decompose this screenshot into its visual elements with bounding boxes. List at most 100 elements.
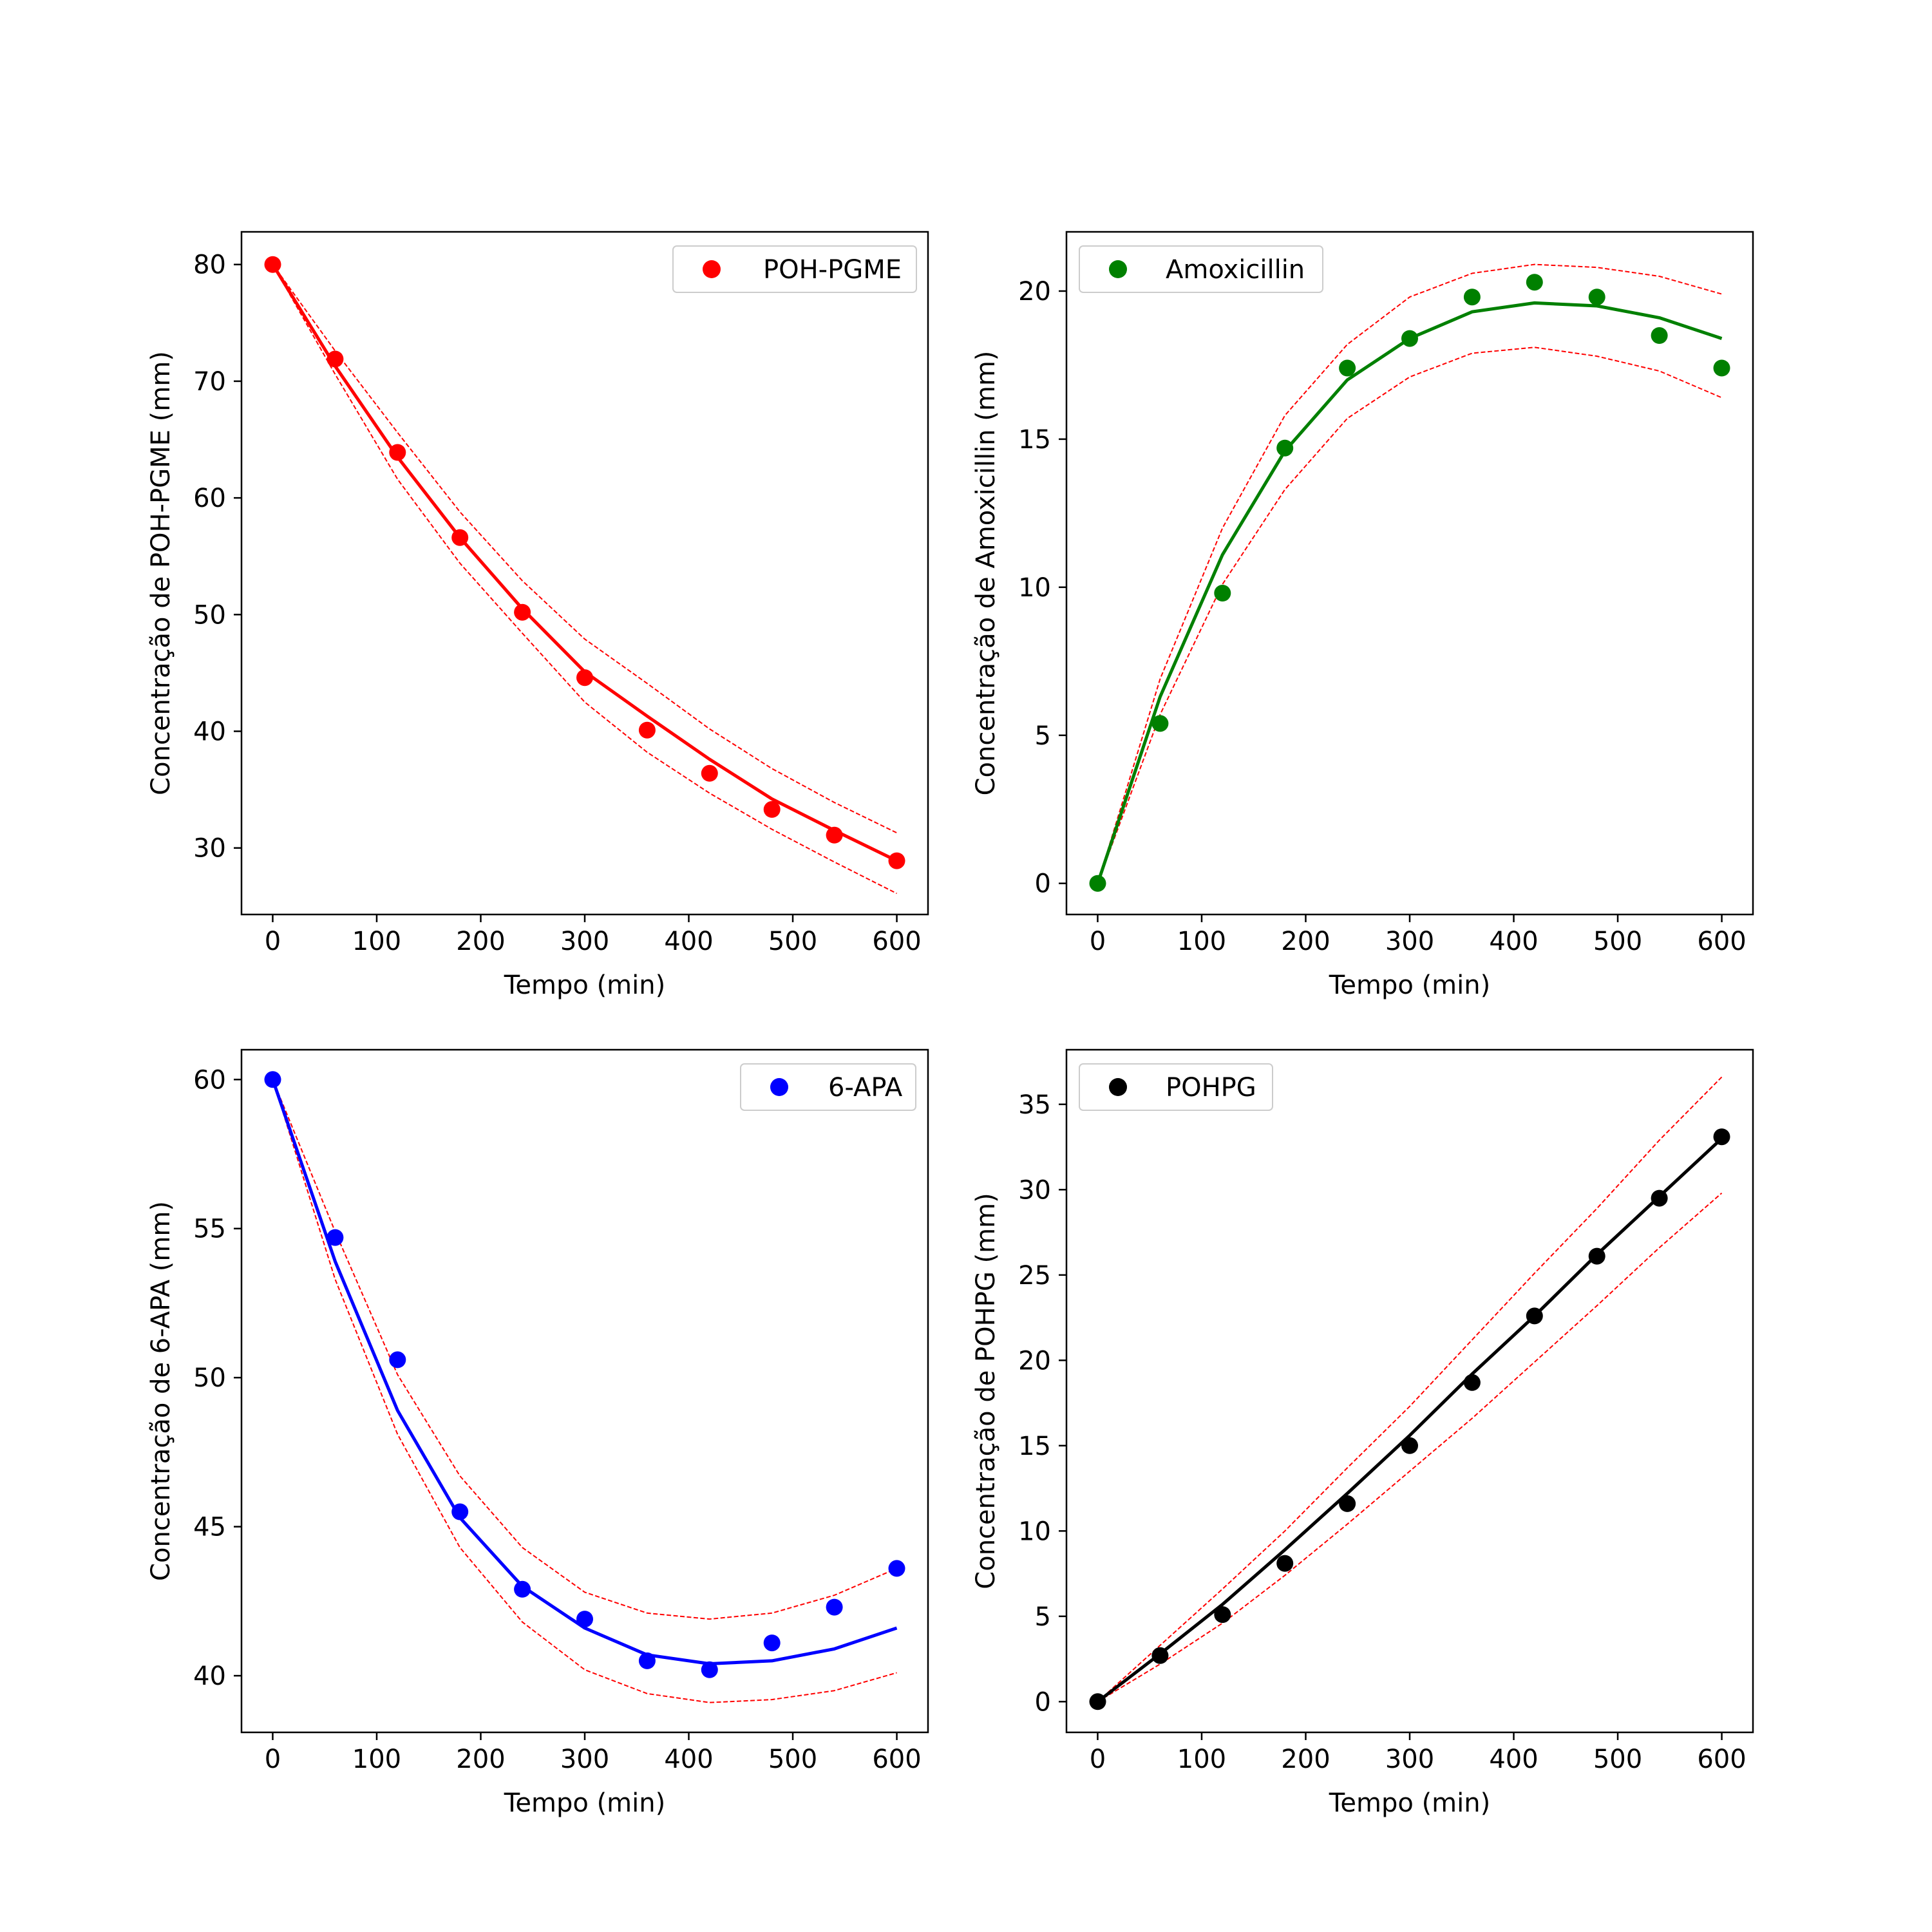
y-tick-label: 50 (193, 1363, 226, 1393)
data-point (327, 1229, 344, 1246)
data-point (1401, 330, 1418, 347)
data-point (327, 350, 344, 368)
x-tick-label: 400 (1489, 1745, 1538, 1774)
data-point (701, 764, 718, 782)
data-point (514, 603, 531, 621)
y-tick-label: 45 (193, 1513, 226, 1542)
y-axis-label: Concentração de POH-PGME (mm) (146, 351, 176, 795)
x-tick-label: 0 (1090, 927, 1106, 956)
data-point (763, 1634, 781, 1652)
y-axis-label: Concentração de 6-APA (mm) (146, 1201, 176, 1581)
legend-marker (1109, 260, 1127, 278)
legend: POH-PGME (672, 245, 917, 293)
data-point (1588, 289, 1605, 306)
x-tick-label: 200 (1281, 1745, 1330, 1774)
data-point (389, 1351, 406, 1368)
panel-6-apa: 0 100 200 300 400 500 600 40 45 50 55 60 Tempo (min… (146, 1048, 929, 1818)
x-tick-label: 400 (664, 1745, 713, 1774)
model-fit-line (1096, 1137, 1723, 1703)
y-tick-label: 25 (1018, 1261, 1051, 1291)
data-point (638, 721, 656, 739)
data-point (1651, 1189, 1668, 1207)
upper-bound-line (272, 264, 897, 834)
legend-label: POH-PGME (763, 255, 902, 285)
data-point (1151, 1647, 1169, 1664)
plot-marks (1089, 263, 1730, 892)
x-tick-label: 400 (1489, 927, 1538, 956)
data-point (1276, 439, 1294, 457)
data-point (1588, 1247, 1605, 1265)
x-tick-label: 100 (352, 927, 401, 956)
legend-marker (770, 1078, 788, 1096)
x-tick-label: 500 (1593, 927, 1642, 956)
x-tick-label: 300 (1385, 1745, 1434, 1774)
x-tick-label: 600 (872, 1745, 921, 1774)
y-tick-label: 40 (193, 1662, 226, 1691)
x-tick-label: 300 (1385, 927, 1434, 956)
x-tick-label: 0 (1090, 1745, 1106, 1774)
data-point (451, 529, 469, 546)
x-tick-label: 300 (560, 927, 609, 956)
x-tick-label: 500 (1593, 1745, 1642, 1774)
x-tick-label: 0 (265, 1745, 281, 1774)
data-point (1401, 1437, 1418, 1454)
legend: 6-APA (740, 1063, 916, 1111)
y-tick-label: 80 (193, 251, 226, 280)
data-point (826, 1598, 843, 1616)
data-point (1713, 359, 1730, 377)
x-tick-label: 100 (1177, 1745, 1226, 1774)
legend: Amoxicillin (1079, 245, 1323, 293)
data-point (264, 256, 281, 273)
data-point (576, 1611, 593, 1628)
y-tick-label: 55 (193, 1215, 226, 1244)
legend-label: 6-APA (828, 1073, 903, 1103)
data-point (888, 852, 905, 869)
data-point (1276, 1555, 1294, 1572)
x-tick-label: 100 (352, 1745, 401, 1774)
data-point (826, 826, 843, 844)
axis-ticks: 0 100 200 300 400 500 600 0 5 10 15 20 (1018, 277, 1747, 956)
x-axis-label: Tempo (min) (504, 1788, 665, 1818)
x-tick-label: 0 (265, 927, 281, 956)
legend: POHPG (1079, 1063, 1273, 1111)
lower-bound-line (272, 1079, 897, 1703)
data-point (1526, 1307, 1543, 1325)
plot-marks (264, 1071, 905, 1703)
data-point (264, 1071, 281, 1088)
legend-label: POHPG (1166, 1073, 1256, 1103)
y-tick-label: 10 (1018, 573, 1051, 603)
data-point (514, 1580, 531, 1598)
y-tick-label: 30 (193, 834, 226, 864)
y-tick-label: 50 (193, 600, 226, 630)
lower-bound-line (1097, 346, 1722, 884)
data-point (389, 444, 406, 461)
x-axis-label: Tempo (min) (504, 971, 665, 1000)
y-tick-label: 5 (1035, 721, 1051, 751)
lower-bound-line (1097, 1192, 1723, 1703)
data-point (638, 1652, 656, 1669)
plot-marks (264, 256, 905, 895)
x-axis-label: Tempo (min) (1329, 1788, 1490, 1818)
data-point (1214, 585, 1231, 601)
data-point (1089, 1693, 1106, 1710)
data-point (1463, 1374, 1481, 1391)
axis-ticks: 0 100 200 300 400 500 600 40 45 50 55 60 (193, 1065, 922, 1774)
axis-ticks: 0 100 200 300 400 500 600 0 5 10 15 20 25 30 35 (1018, 1090, 1747, 1774)
legend-label: Amoxicillin (1166, 255, 1305, 285)
legend-marker (703, 260, 721, 278)
x-axis-label: Tempo (min) (1329, 971, 1490, 1000)
x-tick-label: 300 (560, 1745, 609, 1774)
x-tick-label: 600 (872, 927, 921, 956)
y-tick-label: 10 (1018, 1517, 1051, 1546)
model-fit-line (271, 1079, 898, 1665)
data-point (1526, 274, 1543, 291)
data-point (451, 1503, 469, 1520)
x-tick-label: 200 (1281, 927, 1330, 956)
data-point (1713, 1128, 1730, 1146)
x-tick-label: 500 (768, 1745, 817, 1774)
upper-bound-line (1097, 1076, 1723, 1703)
upper-bound-line (272, 1079, 897, 1620)
data-point (888, 1560, 905, 1577)
